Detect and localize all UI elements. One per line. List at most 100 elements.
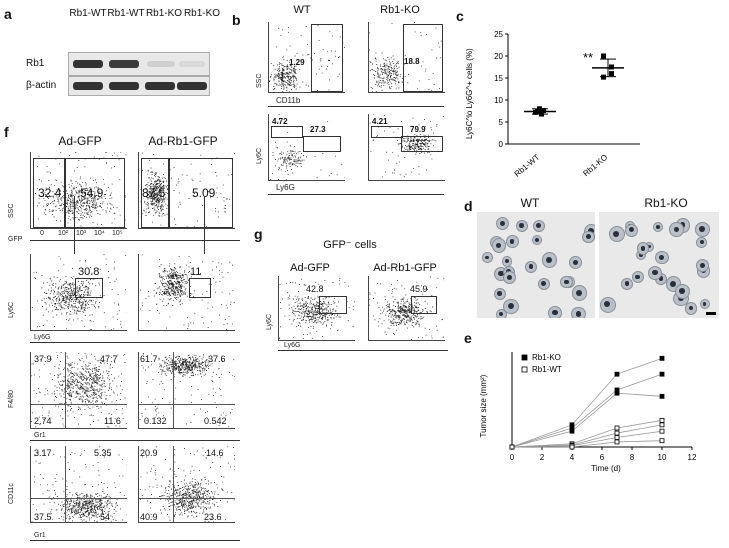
gate-value: 5.09 bbox=[192, 186, 216, 200]
x-tick-label: 6 bbox=[600, 453, 605, 462]
flow-plot-f-r3-c1 bbox=[30, 352, 127, 429]
scale-bar bbox=[706, 312, 716, 315]
wb-band bbox=[109, 60, 139, 68]
wb-band bbox=[73, 82, 103, 90]
micrograph-wt bbox=[477, 212, 595, 318]
cell-nucleus bbox=[546, 256, 553, 263]
panel-d-col-ko: Rb1-KO bbox=[644, 196, 688, 210]
cell-nucleus bbox=[506, 274, 512, 280]
panel-b-bottom-xlabel: Ly6G bbox=[276, 183, 295, 192]
cell bbox=[621, 278, 634, 290]
cell bbox=[537, 277, 551, 291]
cell bbox=[631, 271, 644, 284]
wb-lane-1: Rb1-WT bbox=[69, 8, 107, 19]
cell bbox=[503, 298, 519, 315]
cell-nucleus bbox=[500, 220, 505, 226]
x-tick-label: Rb1-KO bbox=[581, 153, 609, 178]
gate-value: 14.6 bbox=[206, 448, 224, 458]
flow-gate bbox=[411, 296, 437, 314]
cell-nucleus bbox=[678, 287, 685, 294]
axis-arrow bbox=[30, 540, 240, 541]
wb-band bbox=[147, 61, 175, 67]
cell-nucleus bbox=[534, 238, 539, 242]
row1-xlabel: GFP bbox=[8, 236, 23, 243]
wb-band bbox=[73, 60, 103, 68]
axis-arrow bbox=[30, 240, 240, 241]
chart-e-line: 0 2 4 6 8 10 12 Time (d) Tumor size (mm²) Rb1-KO R… bbox=[479, 352, 697, 473]
cell bbox=[669, 222, 684, 237]
cell bbox=[571, 306, 586, 318]
flow-plot-f-r4-c2 bbox=[138, 446, 235, 523]
panel-label-g: g bbox=[254, 226, 263, 242]
cell bbox=[699, 298, 711, 310]
legend-label: Rb1-WT bbox=[532, 365, 562, 374]
axis-tick: 10³ bbox=[76, 230, 87, 237]
axis-arrow bbox=[268, 106, 444, 107]
gating-arrow bbox=[204, 196, 205, 254]
panel-g-title: GFP⁻ cells bbox=[323, 239, 377, 251]
data-point bbox=[601, 53, 606, 59]
gate-value: 32.4 bbox=[38, 186, 62, 200]
axis-arrow bbox=[268, 194, 444, 195]
panel-g-col-1: Ad-GFP bbox=[290, 262, 330, 274]
cell bbox=[582, 230, 595, 244]
data-point bbox=[614, 435, 620, 440]
data-point bbox=[659, 355, 665, 361]
cell bbox=[685, 302, 698, 315]
gate-value: 11.6 bbox=[104, 416, 121, 426]
axis-tick: 0 bbox=[40, 230, 44, 237]
gate-value: 0.542 bbox=[204, 416, 227, 426]
series-line bbox=[511, 373, 663, 448]
dot-cloud bbox=[369, 22, 443, 92]
cell bbox=[515, 219, 528, 232]
panel-label-d: d bbox=[464, 198, 473, 214]
cell-nucleus bbox=[651, 269, 658, 276]
cell-nucleus bbox=[504, 259, 509, 264]
flow-gate bbox=[401, 136, 443, 152]
flow-gate bbox=[319, 296, 347, 314]
x-tick-label: 12 bbox=[688, 453, 697, 462]
row3-xlabel: Gr1 bbox=[34, 432, 46, 439]
flow-gate bbox=[271, 126, 303, 138]
gate-value: 3.17 bbox=[34, 448, 52, 458]
cell bbox=[548, 305, 563, 318]
cell-nucleus bbox=[604, 301, 611, 308]
gate-value: 20.9 bbox=[140, 448, 158, 458]
cell-nucleus bbox=[495, 242, 502, 249]
flow-plot-b-wt-top bbox=[268, 22, 345, 93]
axis-tick: 10⁵ bbox=[112, 230, 123, 237]
cell-nucleus bbox=[640, 245, 646, 251]
data-point bbox=[614, 390, 620, 396]
series-line bbox=[511, 357, 663, 448]
micrograph-ko bbox=[599, 212, 719, 318]
x-axis-label: Time (d) bbox=[591, 464, 621, 473]
dot-cloud bbox=[33, 152, 127, 228]
panel-b-bottom-ylabel: Ly6C bbox=[256, 147, 263, 164]
data-point bbox=[614, 425, 620, 431]
cell-nucleus bbox=[499, 311, 504, 317]
panel-label-a: a bbox=[4, 6, 12, 22]
panel-label-e: e bbox=[464, 330, 472, 346]
flow-gate bbox=[303, 136, 341, 152]
data-point bbox=[541, 108, 546, 114]
gate-value: 54 bbox=[100, 512, 111, 522]
data-point bbox=[659, 438, 665, 444]
flow-plot-b-ko-top bbox=[368, 22, 445, 93]
flow-plot-f-r3-c2 bbox=[138, 352, 235, 429]
cell bbox=[493, 287, 506, 300]
cell bbox=[541, 252, 558, 268]
dot-cloud bbox=[139, 353, 235, 428]
cell bbox=[482, 252, 493, 263]
series-line bbox=[512, 440, 663, 448]
legend-marker bbox=[521, 354, 528, 361]
cell-nucleus bbox=[519, 223, 524, 228]
series-line bbox=[511, 424, 663, 448]
chart-c-scatter: 0 5 10 15 20 25 Rb1-WT Rb1-KO Ly6C^lo Ly6G^+ cel… bbox=[465, 30, 640, 179]
cell bbox=[560, 275, 573, 289]
data-point bbox=[509, 444, 515, 450]
flow-plot-g-c1 bbox=[278, 276, 355, 341]
flow-gate bbox=[403, 24, 443, 92]
cell-nucleus bbox=[628, 227, 634, 233]
y-axis-label: Ly6C^lo Ly6G^+ cells (%) bbox=[465, 48, 474, 139]
flow-gate bbox=[141, 158, 169, 228]
